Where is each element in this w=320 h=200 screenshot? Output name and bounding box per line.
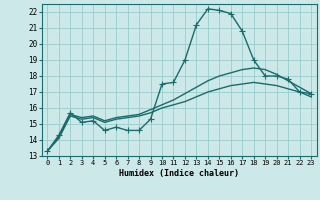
X-axis label: Humidex (Indice chaleur): Humidex (Indice chaleur) (119, 169, 239, 178)
